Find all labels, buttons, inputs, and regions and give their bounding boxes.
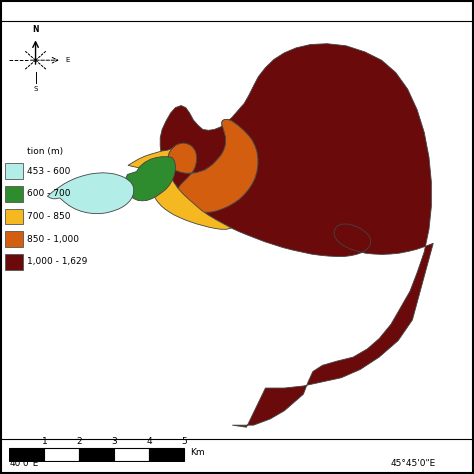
Text: 453 - 600: 453 - 600 (27, 167, 70, 176)
Bar (5, 209, 23, 224)
Text: 2: 2 (77, 437, 82, 446)
Bar (5, 231, 23, 247)
Bar (5, 186, 23, 201)
Text: 4: 4 (146, 437, 152, 446)
Bar (115, 448, 149, 461)
Text: E: E (65, 57, 70, 63)
Text: 700 - 850: 700 - 850 (27, 212, 70, 221)
Text: 45°45'0"E: 45°45'0"E (391, 459, 436, 468)
Polygon shape (47, 173, 134, 214)
Polygon shape (160, 44, 433, 427)
Text: 3: 3 (111, 437, 118, 446)
Polygon shape (125, 157, 175, 201)
Polygon shape (168, 119, 258, 212)
Bar (5, 254, 23, 270)
Text: 600 - 700: 600 - 700 (27, 189, 70, 198)
Text: 850 - 1,000: 850 - 1,000 (27, 235, 79, 244)
Bar (5, 163, 23, 179)
Text: N: N (32, 25, 39, 34)
Polygon shape (128, 148, 231, 229)
Bar (9, 448, 45, 461)
Text: S: S (33, 86, 38, 92)
Text: 1,000 - 1,629: 1,000 - 1,629 (27, 257, 87, 266)
Text: Km: Km (190, 448, 204, 457)
Bar (45, 448, 80, 461)
Text: 5: 5 (182, 437, 187, 446)
Text: 40'0"E: 40'0"E (9, 459, 39, 468)
Bar (149, 448, 184, 461)
Text: 1: 1 (42, 437, 47, 446)
Text: tion (m): tion (m) (27, 147, 63, 156)
Bar (80, 448, 115, 461)
